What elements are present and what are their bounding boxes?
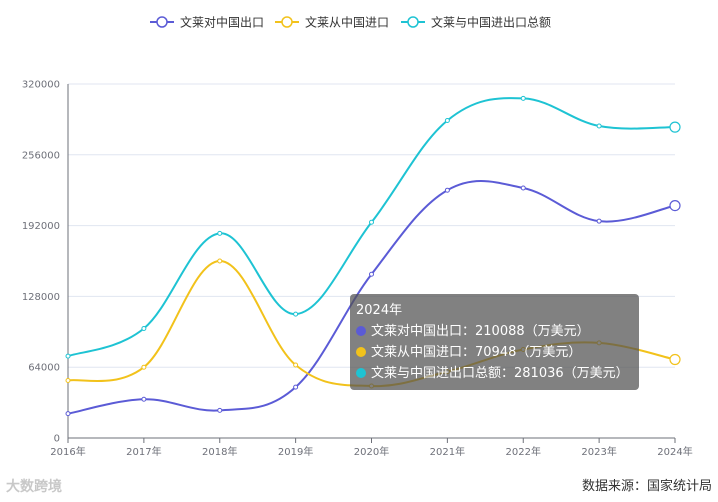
y-tick-label: 256000 [22, 150, 60, 161]
series-line [67, 97, 676, 358]
x-tick-label: 2017年 [126, 445, 161, 458]
axes: 0 64000 128000 192000 256000 320000 2016年 2017年… [22, 80, 693, 459]
tooltip-title: 2024年 [356, 303, 403, 318]
series-dot-icon [356, 326, 366, 336]
data-point[interactable] [596, 123, 602, 129]
data-point[interactable] [444, 187, 450, 193]
legend-item[interactable]: 文莱对中国出口 [150, 15, 264, 30]
series-dot-icon [356, 368, 366, 378]
tooltip-row-total: 文莱与中国进出口总额：281036（万美元） [356, 363, 629, 384]
legend-label: 文莱对中国出口 [180, 15, 264, 30]
data-point[interactable] [293, 362, 299, 368]
x-tick-label: 2022年 [506, 445, 541, 458]
x-tick-label: 2020年 [354, 445, 389, 458]
data-point[interactable] [65, 353, 71, 359]
data-point[interactable] [65, 411, 71, 417]
data-point[interactable] [141, 396, 147, 402]
legend-label: 文莱从中国进口 [305, 15, 389, 30]
legend-item[interactable]: 文莱从中国进口 [275, 15, 389, 30]
legend-marker-icon [281, 16, 293, 28]
data-source: 数据来源：国家统计局 [581, 479, 712, 494]
data-point[interactable] [217, 230, 223, 236]
data-point[interactable] [444, 118, 450, 124]
series-dot-icon [356, 347, 366, 357]
y-tick-label: 0 [54, 434, 60, 445]
legend[interactable]: 文莱对中国出口 文莱从中国进口 文莱与中国进出口总额 [150, 15, 551, 30]
data-point[interactable] [669, 199, 681, 212]
data-point[interactable] [217, 407, 223, 413]
legend-label: 文莱与中国进出口总额 [431, 15, 551, 30]
data-point[interactable] [217, 258, 223, 264]
data-point[interactable] [293, 384, 299, 390]
data-point[interactable] [520, 95, 526, 101]
data-point[interactable] [520, 185, 526, 191]
x-tick-label: 2018年 [202, 445, 237, 458]
data-point[interactable] [141, 364, 147, 370]
data-point[interactable] [369, 271, 374, 277]
x-tick-label: 2024年 [657, 445, 692, 458]
legend-item[interactable]: 文莱与中国进出口总额 [401, 15, 551, 30]
data-point[interactable] [596, 218, 602, 224]
y-tick-label: 128000 [22, 292, 60, 303]
tooltip-row-export: 文莱对中国出口：210088（万美元） [356, 321, 629, 342]
watermark-logo: 大数跨境 [6, 479, 62, 495]
x-tick-label: 2023年 [581, 445, 616, 458]
legend-marker-icon [407, 16, 419, 28]
data-point[interactable] [669, 353, 681, 366]
data-point[interactable] [141, 325, 147, 331]
y-tick-label: 320000 [22, 80, 60, 91]
data-point[interactable] [669, 121, 681, 133]
data-point[interactable] [369, 219, 374, 225]
tooltip-row-import: 文莱从中国进口：70948（万美元） [356, 342, 629, 363]
y-tick-label: 64000 [28, 363, 60, 374]
y-tick-label: 192000 [22, 221, 60, 232]
x-tick-label: 2016年 [50, 445, 85, 458]
x-tick-label: 2019年 [278, 445, 313, 458]
data-point[interactable] [293, 311, 299, 317]
tooltip: 2024年 文莱对中国出口：210088（万美元） 文莱从中国进口：70948（… [350, 294, 639, 390]
data-point[interactable] [65, 377, 71, 383]
x-tick-label: 2021年 [430, 445, 465, 458]
legend-marker-icon [156, 16, 168, 28]
